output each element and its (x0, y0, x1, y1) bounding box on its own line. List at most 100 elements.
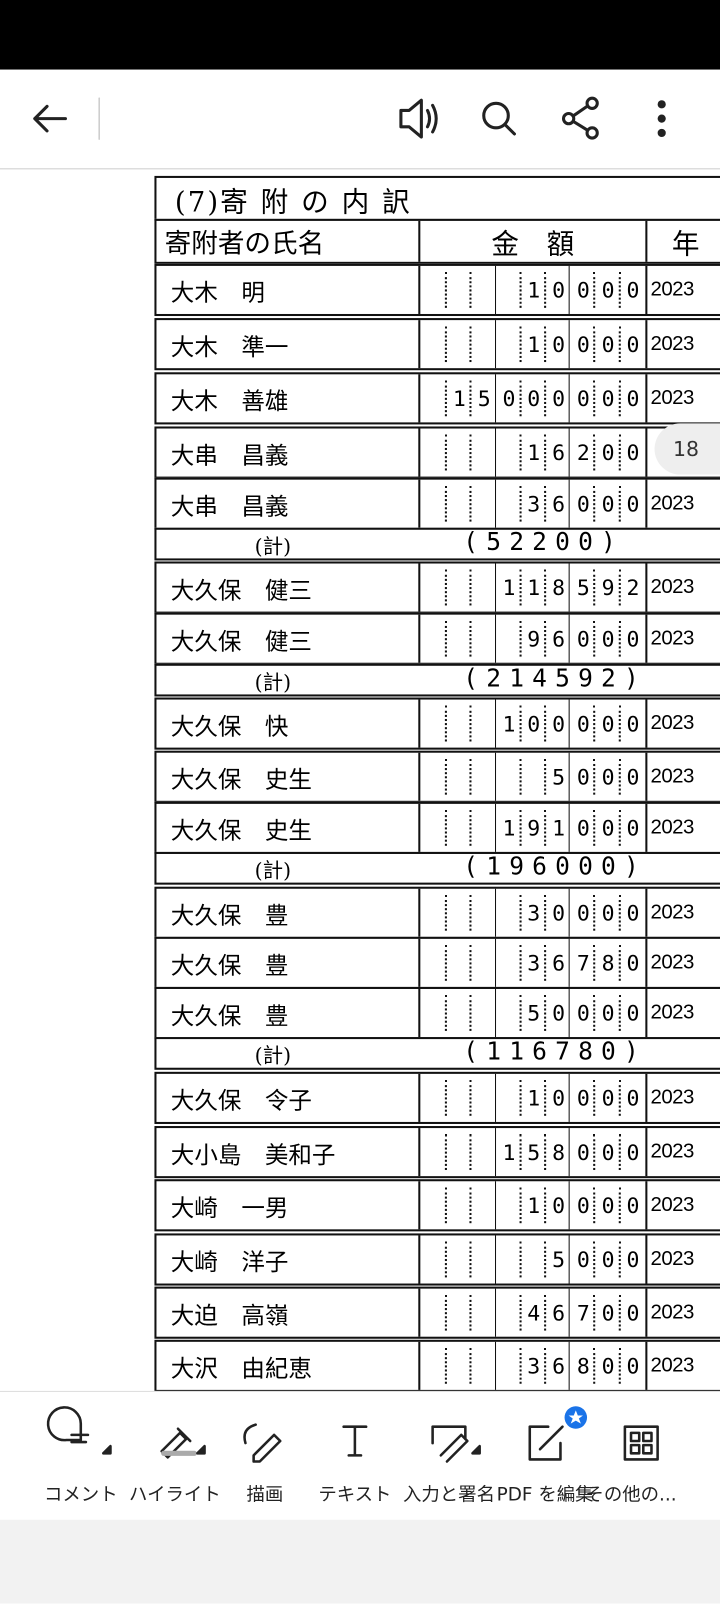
amount: 36780 (527, 950, 652, 976)
amount: 96000 (527, 626, 652, 651)
digit-divider (519, 810, 522, 846)
donor-name: 大久保 快 (156, 699, 421, 748)
share-button[interactable] (561, 96, 599, 140)
donor-row: 大串 昌義 36000 2023 (154, 477, 720, 530)
year: 2023 (650, 575, 694, 599)
donor-name: 大久保 豊 (156, 888, 421, 937)
digit-divider (445, 1134, 448, 1171)
toolbar-button[interactable]: 入力と署名 (402, 1483, 496, 1506)
digit-divider (544, 434, 547, 471)
digit-divider (568, 1341, 570, 1390)
digit-divider (544, 272, 547, 308)
digit-divider (618, 1080, 621, 1116)
donor-row: 大久保 令子 10000 2023 (154, 1071, 720, 1124)
digit-divider (544, 380, 547, 417)
digit-divider (593, 485, 596, 522)
digit-divider (469, 705, 472, 742)
donor-name: 大崎 一男 (156, 1181, 421, 1230)
digit-divider (469, 758, 472, 795)
search-button[interactable] (482, 101, 516, 136)
year: 2023 (650, 1354, 694, 1377)
digit-divider (494, 374, 496, 423)
digit-divider (469, 810, 472, 846)
read-aloud-button[interactable] (399, 98, 438, 139)
digit-divider (519, 569, 522, 606)
digit-divider (568, 1288, 570, 1337)
toolbar-button[interactable]: その他の... (585, 1483, 677, 1506)
digit-divider (494, 752, 496, 801)
nav-bar (0, 1519, 720, 1604)
digit-divider (618, 894, 621, 931)
digit-divider (568, 803, 570, 852)
digit-divider (593, 1187, 596, 1224)
digit-divider (519, 434, 522, 471)
digit-divider (568, 888, 570, 937)
donor-name: 大小島 美和子 (156, 1128, 421, 1177)
amount-cell: 158000 (420, 1128, 648, 1177)
digit-divider (593, 758, 596, 795)
digit-divider (445, 485, 448, 522)
digit-divider (519, 620, 522, 657)
year: 2023 (650, 626, 694, 650)
amount: 158000 (502, 1139, 652, 1165)
toolbar-button[interactable]: ハイライト (129, 1483, 221, 1506)
digit-divider (593, 945, 596, 981)
digit-divider (544, 1134, 547, 1171)
digit-divider (568, 1073, 570, 1122)
digit-divider (445, 1241, 448, 1278)
donor-row: 大木 準一 10000 2023 (154, 318, 720, 371)
donor-name: 大久保 史生 (156, 752, 421, 801)
digit-divider (544, 810, 547, 846)
subtotal-label: (計) (254, 533, 292, 559)
digit-divider (618, 485, 621, 522)
digit-divider (445, 326, 448, 363)
subtotal-row: (計) (214592) (154, 663, 720, 697)
toolbar-button[interactable]: 描画 (246, 1483, 284, 1506)
digit-divider (519, 1347, 522, 1384)
donor-name: 大久保 史生 (156, 803, 421, 852)
toolbar-button[interactable]: テキスト (318, 1483, 392, 1506)
year: 2023 (650, 765, 694, 788)
digit-divider (544, 1347, 547, 1384)
digit-divider (469, 1134, 472, 1171)
toolbar-button[interactable]: PDF を編集 (496, 1483, 594, 1506)
amount-cell: 5000 (420, 1235, 648, 1284)
digit-divider (544, 485, 547, 522)
subtotal-label: (計) (254, 858, 292, 883)
toolbar-button[interactable]: コメント (43, 1483, 118, 1506)
subtotal-row: (計) (52200) (154, 527, 720, 561)
amount: 118592 (502, 575, 652, 600)
year: 2023 (650, 1193, 694, 1217)
amount-cell: 50000 (420, 988, 648, 1038)
digit-divider (568, 320, 570, 369)
digit-divider (445, 620, 448, 657)
back-button[interactable] (33, 104, 67, 133)
digit-divider (519, 1080, 522, 1116)
digit-divider (544, 326, 547, 363)
digit-divider (568, 1181, 570, 1230)
digit-divider (544, 995, 547, 1031)
digit-divider (568, 938, 570, 987)
header-name: 寄附者の氏名 (156, 220, 421, 262)
amount-cell: 5000 (420, 752, 648, 801)
amount-cell: 96000 (420, 614, 648, 663)
digit-divider (445, 569, 448, 606)
donor-row: 大久保 健三 118592 2023 (154, 561, 720, 614)
more-button[interactable] (657, 100, 666, 138)
digit-divider (618, 434, 621, 471)
year: 2023 (650, 901, 694, 924)
digit-divider (519, 1294, 522, 1331)
digit-divider (494, 699, 496, 748)
amount: 10000 (527, 1085, 652, 1111)
donor-name: 大串 昌義 (156, 428, 421, 477)
digit-divider (469, 326, 472, 363)
digit-divider (618, 326, 621, 363)
digit-divider (618, 1347, 621, 1384)
digit-divider (445, 434, 448, 471)
digit-divider (445, 1080, 448, 1116)
digit-divider (593, 1241, 596, 1278)
donor-row: 大久保 豊 30000 2023 (154, 886, 720, 939)
subtotal-value: (196000) (463, 851, 647, 881)
digit-divider (618, 758, 621, 795)
